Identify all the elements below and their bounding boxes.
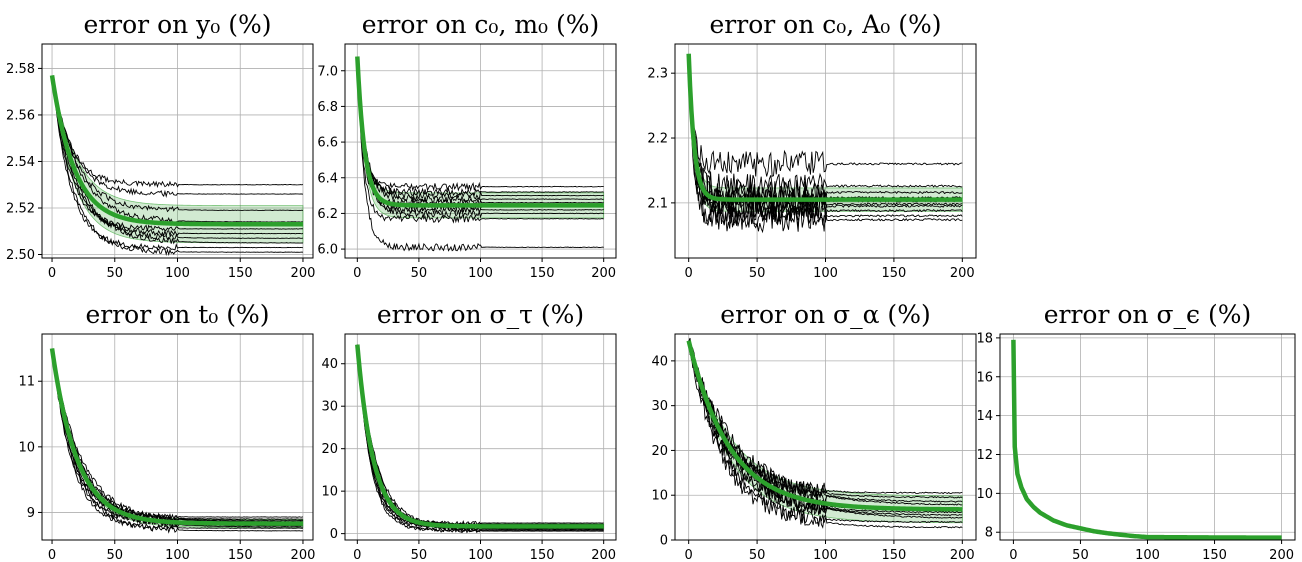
x-tick-label: 100 xyxy=(468,548,493,562)
x-tick-label: 200 xyxy=(950,548,975,562)
y-tick-label: 0 xyxy=(660,534,668,549)
x-tick-label: 100 xyxy=(813,548,838,562)
x-tick-label: 200 xyxy=(591,266,616,281)
x-tick-label: 200 xyxy=(291,548,316,562)
y-tick-label: 6.4 xyxy=(317,171,338,186)
y-tick-label: 2.58 xyxy=(6,62,35,77)
x-tick-label: 50 xyxy=(749,266,766,281)
x-tick-label: 100 xyxy=(165,548,190,562)
x-tick-label: 0 xyxy=(353,266,361,281)
subplot-sigma-epsilon: 0 50 100 150 200 8 10 12 14 16 18 error on σ_ϵ (%) xyxy=(976,300,1295,562)
y-tick-label: 6.8 xyxy=(317,100,338,115)
y-tick-label: 11 xyxy=(18,375,35,390)
x-tick-label: 150 xyxy=(881,548,906,562)
y-tick-label: 6.0 xyxy=(317,243,338,258)
x-tick-label: 100 xyxy=(165,266,190,281)
y-tick-label: 6.2 xyxy=(317,207,338,222)
x-tick-label: 0 xyxy=(353,548,361,562)
subplot-title: error on σ_α (%) xyxy=(720,300,930,329)
y-tick-label: 10 xyxy=(651,489,668,504)
x-tick-label: 150 xyxy=(881,266,906,281)
x-tick-label: 0 xyxy=(685,548,693,562)
x-tick-label: 50 xyxy=(1072,548,1089,562)
y-tick-label: 2.2 xyxy=(647,132,668,147)
y-tick-label: 10 xyxy=(18,440,35,455)
subplot-y0: 0 50 100 150 200 2.50 2.52 2.54 2.56 2.58 error on… xyxy=(6,10,315,281)
y-tick-label: 2.50 xyxy=(6,248,35,263)
x-tick-label: 200 xyxy=(291,266,316,281)
y-tick-label: 2.54 xyxy=(6,155,35,170)
y-tick-label: 10 xyxy=(321,485,338,500)
x-tick-label: 150 xyxy=(1202,548,1227,562)
x-tick-label: 100 xyxy=(813,266,838,281)
x-tick-label: 200 xyxy=(591,548,616,562)
subplot-c0-A0: 0 50 100 150 200 2.1 2.2 2.3 error on c₀, A₀ (%) xyxy=(647,10,976,281)
y-tick-label: 6.6 xyxy=(317,136,338,151)
y-tick-label: 30 xyxy=(321,400,338,415)
x-tick-label: 200 xyxy=(950,266,975,281)
y-tick-label: 2.3 xyxy=(647,67,668,82)
x-tick-label: 0 xyxy=(1009,548,1017,562)
y-tick-label: 40 xyxy=(321,357,338,372)
y-tick-label: 18 xyxy=(976,331,993,346)
subplot-t0: 0 50 100 150 200 9 10 11 error on t₀ (%) xyxy=(18,300,315,562)
x-tick-label: 150 xyxy=(228,548,253,562)
y-tick-label: 20 xyxy=(651,444,668,459)
x-tick-label: 50 xyxy=(411,266,428,281)
y-tick-label: 2.52 xyxy=(6,201,35,216)
y-tick-label: 20 xyxy=(321,442,338,457)
subplot-sigma-tau: 0 50 100 150 200 0 10 20 30 40 error on σ_τ (%) xyxy=(321,300,616,562)
x-tick-label: 50 xyxy=(749,548,766,562)
x-tick-label: 150 xyxy=(530,266,555,281)
y-tick-label: 9 xyxy=(27,506,35,521)
x-tick-label: 50 xyxy=(411,548,428,562)
y-tick-label: 14 xyxy=(976,409,993,424)
y-tick-label: 16 xyxy=(976,370,993,385)
x-tick-label: 150 xyxy=(530,548,555,562)
x-tick-label: 50 xyxy=(106,548,123,562)
y-tick-label: 8 xyxy=(985,526,993,541)
subplot-c0-m0: 0 50 100 150 200 6.0 6.2 6.4 6.6 6.8 7.0 error on c… xyxy=(317,10,616,281)
subplot-title: error on c₀, A₀ (%) xyxy=(710,10,942,39)
y-tick-label: 30 xyxy=(651,399,668,414)
x-tick-label: 0 xyxy=(48,548,56,562)
subplot-title: error on c₀, m₀ (%) xyxy=(362,10,600,39)
y-tick-label: 40 xyxy=(651,354,668,369)
x-tick-label: 200 xyxy=(1269,548,1294,562)
x-tick-label: 0 xyxy=(48,266,56,281)
x-tick-label: 100 xyxy=(1135,548,1160,562)
y-tick-label: 12 xyxy=(976,448,993,463)
x-tick-label: 0 xyxy=(685,266,693,281)
subplot-sigma-alpha: 0 50 100 150 200 0 10 20 30 40 error on σ_α (%) xyxy=(651,300,976,562)
y-tick-label: 10 xyxy=(976,487,993,502)
subplot-title: error on t₀ (%) xyxy=(85,300,269,329)
subplot-title: error on σ_ϵ (%) xyxy=(1044,300,1252,329)
x-tick-label: 150 xyxy=(228,266,253,281)
x-tick-label: 100 xyxy=(468,266,493,281)
y-tick-label: 2.56 xyxy=(6,108,35,123)
y-tick-label: 2.1 xyxy=(647,196,668,211)
subplot-title: error on σ_τ (%) xyxy=(377,300,584,329)
y-tick-label: 7.0 xyxy=(317,64,338,79)
subplot-title: error on y₀ (%) xyxy=(83,10,271,39)
x-tick-label: 50 xyxy=(106,266,123,281)
y-tick-label: 0 xyxy=(330,527,338,542)
